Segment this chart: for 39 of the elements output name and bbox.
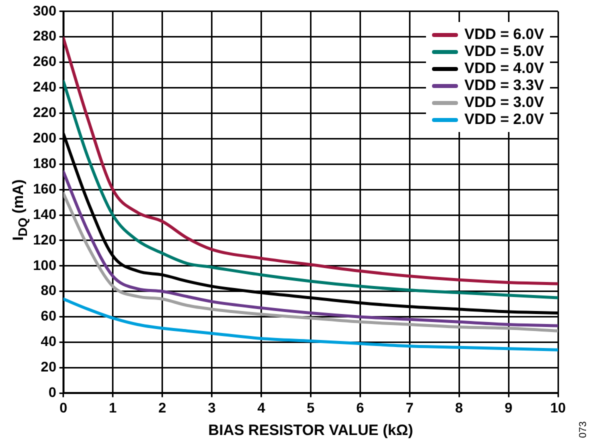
x-tick-label: 4 [257,399,266,416]
line-series [63,170,558,328]
legend-label: VDD = 3.3V [464,77,544,94]
x-tick-label: 1 [108,399,117,416]
text: 073 [578,421,590,438]
y-tick-label: 160 [33,180,57,196]
x-tick-label: 7 [406,399,414,416]
y-tick-label: 40 [40,333,57,350]
x-tick-label: 6 [356,399,364,416]
y-tick-label: 200 [33,130,57,146]
legend-label: VDD = 2.0V [464,111,544,128]
x-tick-label: 10 [550,399,566,416]
legend-label: VDD = 3.0V [464,94,544,111]
y-tick-label: 240 [33,78,57,95]
x-tick-label: 3 [208,399,216,416]
y-tick-label: 120 [33,231,57,248]
line-series [63,192,558,332]
y-tick-label: 280 [33,28,57,44]
y-tick-label: 300 [33,2,57,18]
legend-label: VDD = 4.0V [464,60,544,77]
x-tick-label: 5 [306,399,315,416]
y-tick-label: 60 [40,308,57,324]
legend-label: VDD = 5.0V [464,43,544,60]
line-series [63,80,558,300]
x-tick-label: 0 [59,399,68,416]
y-tick-label: 180 [33,154,57,171]
x-tick-label: 9 [504,399,513,416]
line-series [63,298,558,352]
y-tick-label: 260 [33,53,57,70]
x-tick-label: 8 [455,399,464,416]
legend-label: VDD = 6.0V [464,26,544,43]
y-tick-label: 220 [33,104,57,120]
y-tick-label: 80 [40,282,57,298]
y-tick-label: 0 [48,384,57,400]
y-tick-label: 20 [40,358,57,375]
y-tick-label: 140 [33,206,57,222]
y-tick-label: 100 [33,256,57,273]
x-tick-label: 2 [158,399,166,416]
x-axis-title: BIAS RESISTOR VALUE (kΩ) [208,422,414,440]
